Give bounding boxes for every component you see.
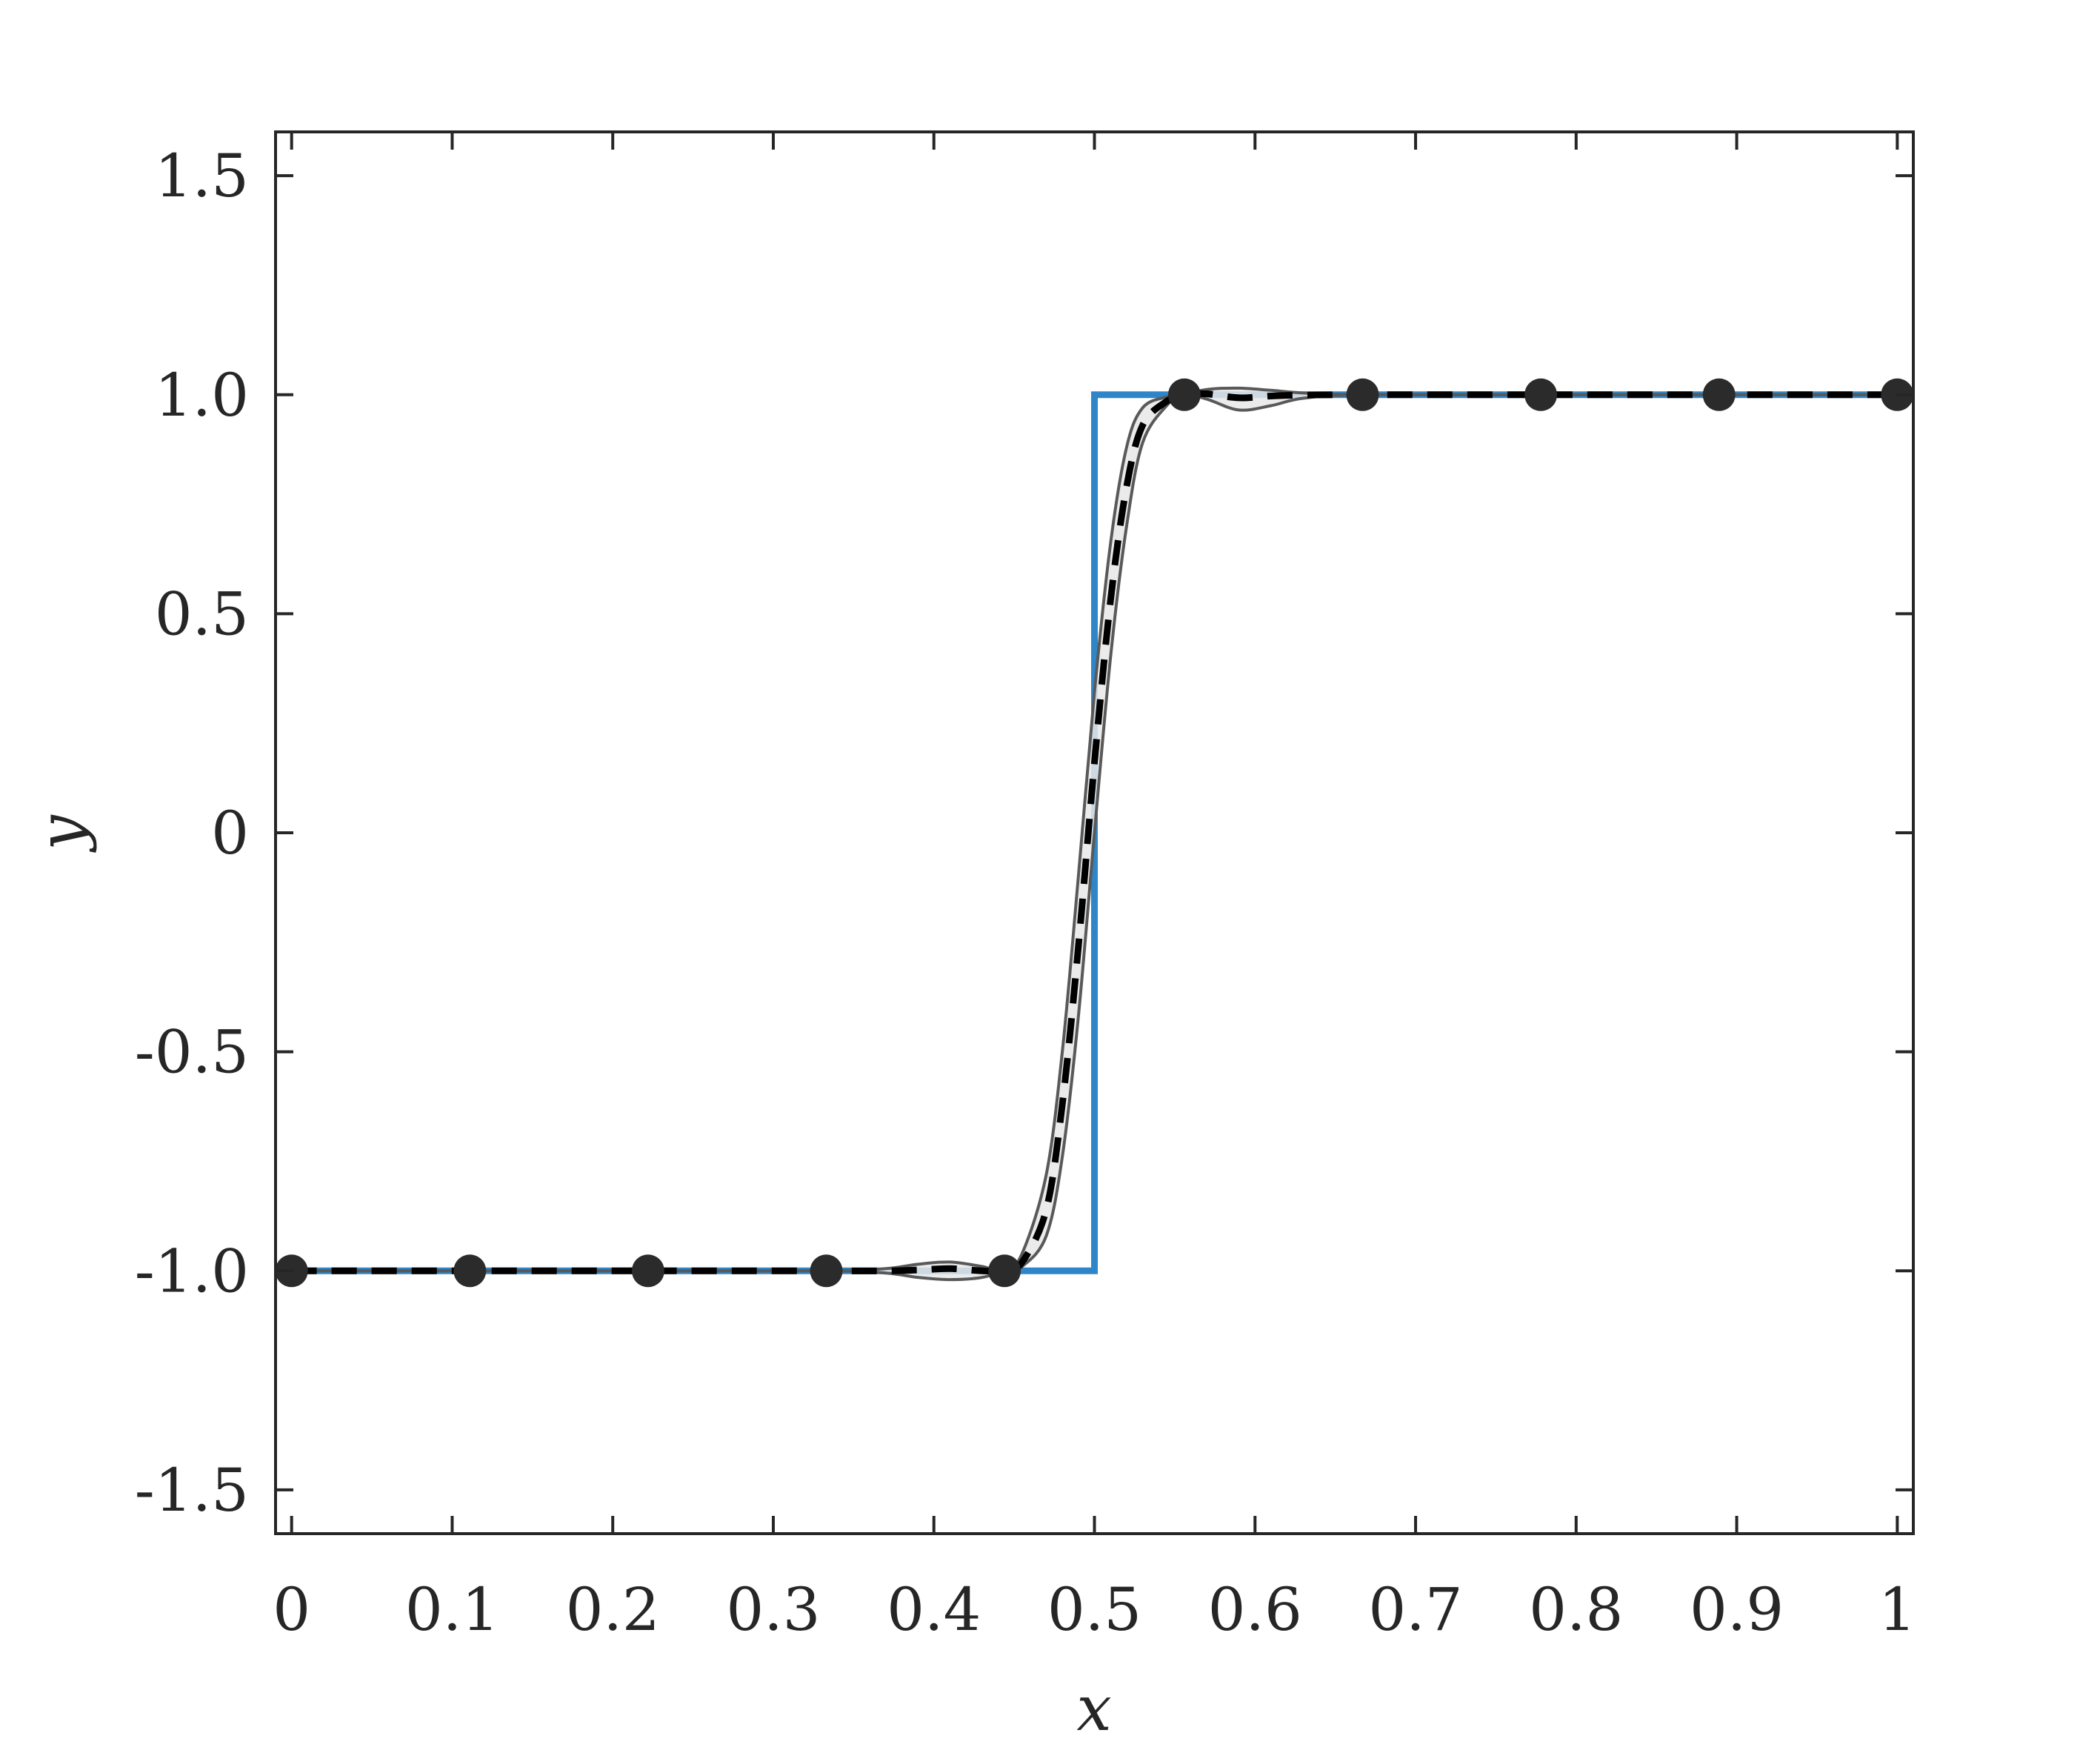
plot-area [276,378,1913,1288]
x-tick-label: 0.3 [726,1575,820,1644]
y-tick-label: 1.0 [155,361,249,430]
data-point [988,1254,1021,1288]
band-lower-bound-line [291,393,1898,1282]
data-point [631,1254,664,1288]
x-tick-label: 0.1 [405,1575,499,1644]
x-tick-label: 0 [273,1575,310,1644]
y-axis-label: y [25,814,98,854]
x-tick-label: 0.5 [1047,1575,1141,1644]
mean-prediction-line [291,390,1898,1275]
x-axis-label: x [1076,1672,1111,1745]
x-tick-label: 0.9 [1690,1575,1784,1644]
x-tick-label: 0.4 [887,1575,981,1644]
x-tick-label: 1 [1879,1575,1916,1644]
data-point [453,1254,487,1288]
data-point [1524,378,1558,411]
y-tick-label: -1.5 [135,1456,249,1525]
x-tick-label: 0.2 [566,1575,660,1644]
y-tick-label: -0.5 [135,1018,249,1087]
x-tick-label: 0.8 [1529,1575,1623,1644]
data-point [1702,378,1736,411]
data-point [1346,378,1379,411]
x-tick-label: 0.7 [1368,1575,1462,1644]
y-tick-label: 0.5 [155,579,249,648]
y-tick-label: -1.0 [135,1237,249,1305]
data-point [810,1254,843,1288]
ticks: 0 0.1 0.2 0.3 0.4 0.5 0.6 0.7 0.8 0.9 11.51.00.50-… [135,132,1916,1644]
data-point [1167,378,1201,411]
x-tick-label: 0.6 [1208,1575,1302,1644]
y-tick-label: 1.5 [155,142,249,210]
y-tick-label: 0 [211,799,249,868]
